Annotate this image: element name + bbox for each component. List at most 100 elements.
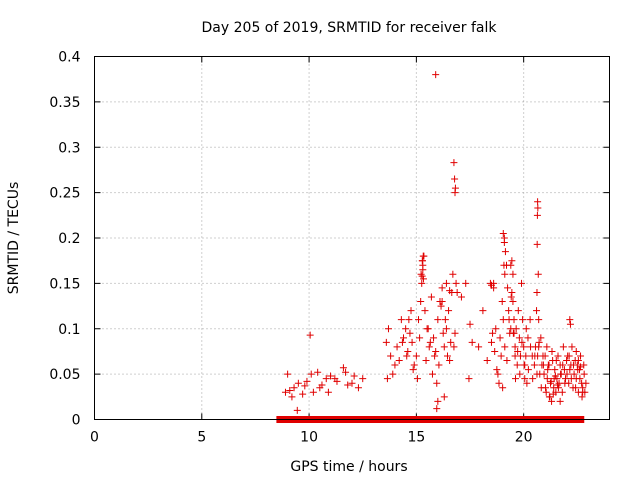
data-point <box>439 329 447 337</box>
data-point <box>545 361 553 369</box>
data-point <box>554 381 562 389</box>
data-point <box>578 393 586 401</box>
data-point <box>495 379 503 387</box>
data-point <box>540 370 548 378</box>
data-point <box>569 361 577 369</box>
data-point <box>566 316 574 324</box>
data-point <box>500 239 508 247</box>
data-point <box>286 386 294 394</box>
chart-title: Day 205 of 2019, SRMTID for receiver fal… <box>202 20 498 36</box>
data-point <box>507 293 515 301</box>
data-point <box>421 307 429 315</box>
data-point <box>382 338 390 346</box>
data-point <box>339 364 347 372</box>
data-point <box>400 334 407 342</box>
data-point <box>534 204 542 212</box>
data-point <box>497 352 505 360</box>
data-point <box>301 382 309 390</box>
data-point <box>424 325 432 333</box>
data-point <box>547 377 555 385</box>
data-point <box>543 343 551 351</box>
data-point <box>306 331 314 339</box>
data-point <box>533 240 541 248</box>
data-point <box>514 307 522 315</box>
data-point <box>452 279 460 287</box>
data-point <box>354 384 362 392</box>
data-point <box>507 261 515 269</box>
data-point <box>499 384 507 392</box>
data-point <box>580 361 588 369</box>
data-point <box>522 325 530 333</box>
data-point <box>413 375 421 383</box>
data-point <box>504 284 512 292</box>
data-point <box>451 329 459 337</box>
data-point <box>580 370 588 378</box>
data-point <box>415 316 423 324</box>
data-point <box>417 298 425 306</box>
data-point <box>419 252 427 260</box>
x-tick-label: 0 <box>90 430 99 446</box>
data-point <box>422 357 430 365</box>
data-point <box>533 370 541 378</box>
data-point <box>566 366 574 374</box>
data-point <box>433 405 441 413</box>
data-point <box>520 343 528 351</box>
data-point <box>579 388 587 396</box>
data-point <box>498 298 506 306</box>
data-point <box>554 352 562 360</box>
data-point <box>350 372 358 380</box>
data-point <box>568 343 576 351</box>
data-point <box>441 316 449 324</box>
data-point <box>542 384 550 392</box>
y-tick-label: 0.05 <box>49 367 80 383</box>
data-point <box>440 343 448 351</box>
data-point <box>499 229 507 237</box>
data-point <box>544 366 552 374</box>
data-point <box>324 388 332 396</box>
data-point <box>496 334 504 342</box>
data-point <box>505 316 513 324</box>
data-point <box>405 316 413 324</box>
data-point <box>524 366 532 374</box>
data-point <box>434 397 442 405</box>
y-tick-label: 0.1 <box>58 322 80 338</box>
data-point <box>501 248 509 256</box>
data-point <box>431 352 439 360</box>
x-tick-label: 15 <box>407 430 425 446</box>
data-point <box>572 384 580 392</box>
data-point <box>410 361 418 369</box>
data-point <box>556 397 564 405</box>
data-point <box>515 334 523 342</box>
data-point <box>567 375 575 383</box>
data-point <box>523 379 531 387</box>
data-point <box>543 375 551 383</box>
data-point <box>468 338 476 346</box>
data-point <box>576 375 584 383</box>
data-point <box>440 393 448 401</box>
data-point <box>511 352 519 360</box>
data-point <box>512 375 520 383</box>
y-tick-label: 0.15 <box>49 276 80 292</box>
plot-frame <box>94 56 610 420</box>
data-point <box>570 370 578 378</box>
x-tick-label: 10 <box>300 430 318 446</box>
data-point <box>407 307 415 315</box>
data-point <box>406 329 414 337</box>
data-point <box>501 343 509 351</box>
data-point <box>430 334 438 342</box>
data-point <box>531 352 539 360</box>
data-point <box>582 379 590 387</box>
data-point <box>551 372 559 380</box>
data-point <box>541 352 549 360</box>
data-point <box>503 357 511 365</box>
data-point <box>281 388 289 396</box>
data-point <box>577 363 585 371</box>
data-point <box>290 384 298 392</box>
data-point <box>510 329 518 337</box>
data-point <box>559 343 567 351</box>
data-point <box>520 361 528 369</box>
data-point <box>284 370 292 378</box>
data-point <box>402 325 410 333</box>
data-point <box>299 390 307 398</box>
